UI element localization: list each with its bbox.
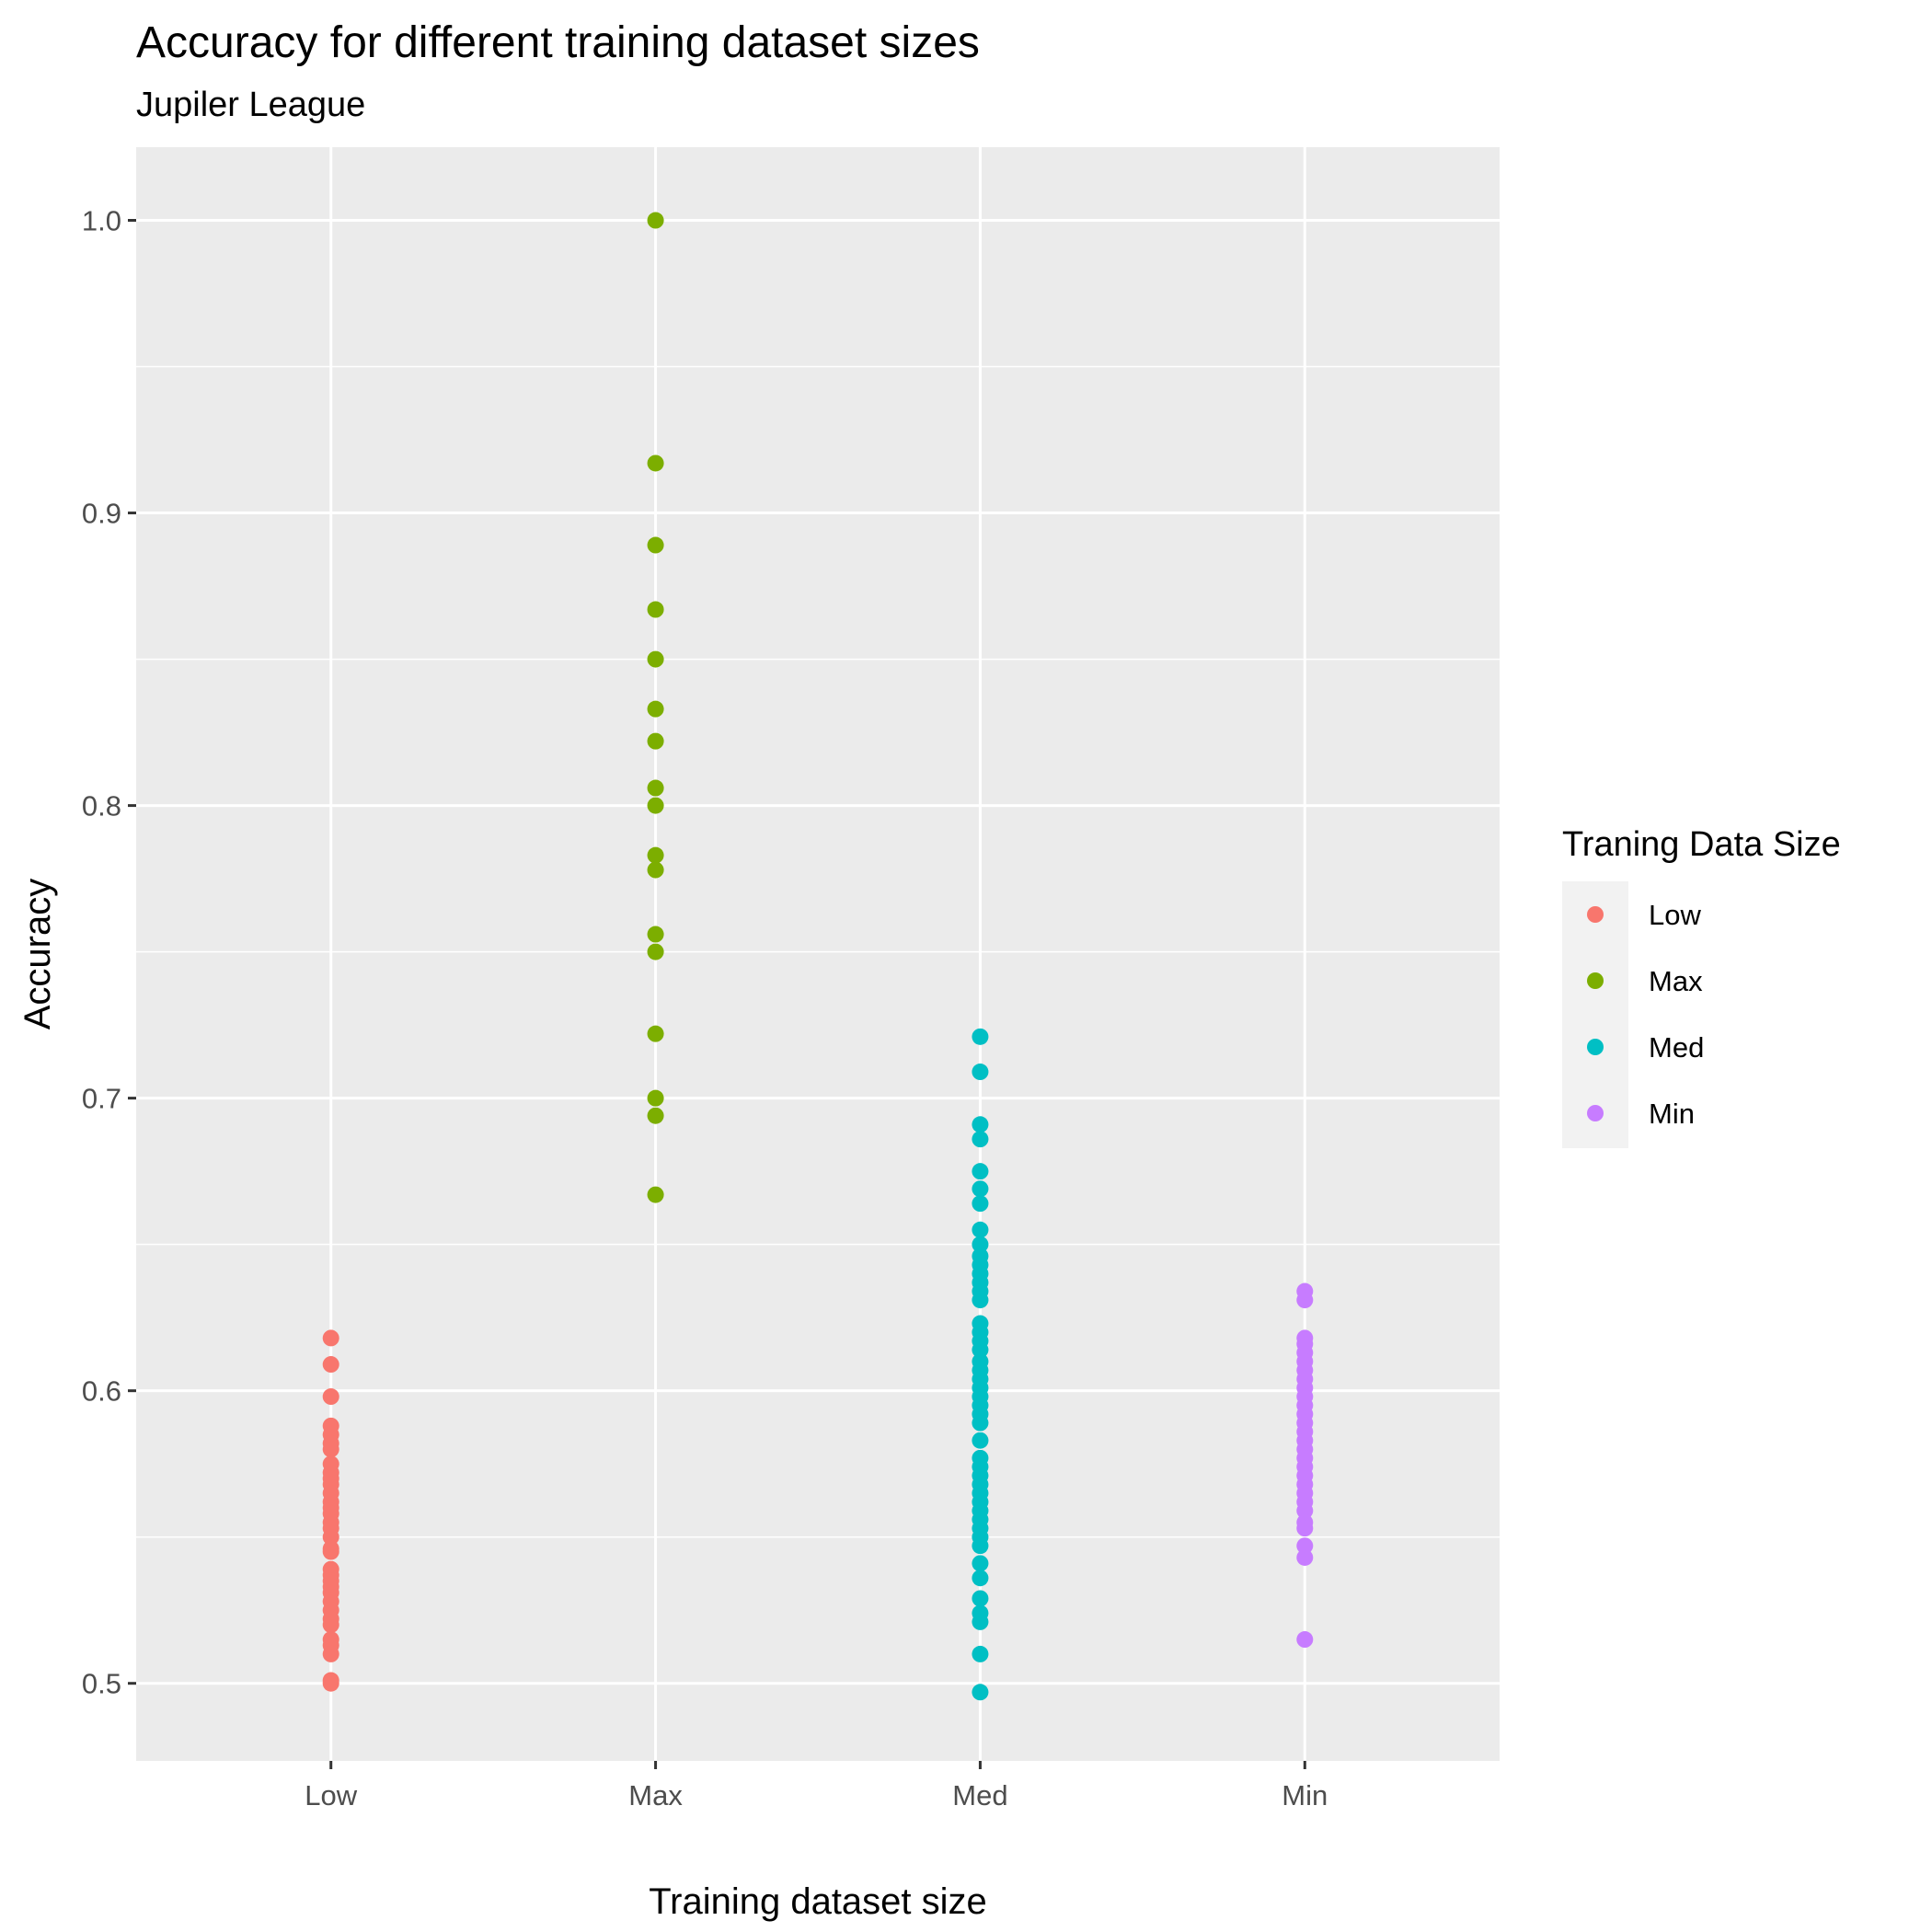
data-point-med [972, 1163, 989, 1180]
data-point-max [647, 732, 664, 750]
data-point-low [322, 1528, 339, 1546]
legend-key-min [1587, 1105, 1604, 1121]
data-point-max [647, 700, 664, 718]
chart-title: Accuracy for different training dataset … [136, 18, 980, 67]
y-tick-label: 0.9 [82, 498, 121, 530]
data-point-low [322, 1645, 339, 1662]
data-point-med [972, 1613, 989, 1630]
legend-title: Traning Data Size [1562, 825, 1841, 864]
y-tick-label: 1.0 [82, 205, 121, 237]
data-point-low [322, 1388, 339, 1406]
data-point-med [972, 1684, 989, 1701]
legend: Traning Data Size Low Max Med Min [1562, 825, 1841, 1148]
plot-panel [136, 147, 1500, 1761]
data-point-med [972, 1432, 989, 1449]
y-tick-label: 0.5 [82, 1668, 121, 1700]
y-tick-label: 0.8 [82, 790, 121, 822]
data-point-max [647, 601, 664, 618]
data-point-med [972, 1590, 989, 1607]
data-point-min [1296, 1292, 1314, 1309]
data-point-max [647, 846, 664, 864]
y-tick-label: 0.7 [82, 1083, 121, 1115]
data-point-med [972, 1116, 989, 1133]
y-axis: 0.5 0.6 0.7 0.8 0.9 1.0 [82, 205, 136, 1700]
legend-key-background [1562, 881, 1628, 1148]
data-point-med [972, 1414, 989, 1432]
data-point-med [972, 1064, 989, 1081]
x-axis-title: Training dataset size [649, 1881, 987, 1922]
legend-label-med: Med [1649, 1031, 1704, 1064]
data-point-med [972, 1537, 989, 1555]
data-point-low [322, 1674, 339, 1692]
data-point-max [647, 797, 664, 814]
data-point-min [1296, 1537, 1314, 1555]
data-point-low [322, 1543, 339, 1560]
data-point-max [647, 943, 664, 960]
data-points [322, 212, 1314, 1701]
data-point-max [647, 454, 664, 472]
legend-label-max: Max [1649, 965, 1703, 997]
data-point-med [972, 1570, 989, 1587]
y-axis-title: Accuracy [17, 879, 58, 1030]
x-tick-label: Med [952, 1779, 1007, 1811]
data-point-med [972, 1645, 989, 1662]
data-point-med [972, 1131, 989, 1148]
data-point-max [647, 779, 664, 797]
legend-label-low: Low [1649, 899, 1701, 931]
x-axis: Low Max Med Min [305, 1761, 1328, 1811]
data-point-low [322, 1329, 339, 1347]
chart-subtitle: Jupiler League [136, 86, 365, 124]
data-point-min [1296, 1520, 1314, 1537]
data-point-med [972, 1236, 989, 1253]
x-tick-label: Low [305, 1779, 357, 1811]
x-tick-label: Max [628, 1779, 683, 1811]
legend-key-low [1587, 906, 1604, 923]
data-point-med [972, 1195, 989, 1213]
data-point-min [1296, 1502, 1314, 1520]
data-point-min [1296, 1548, 1314, 1566]
data-point-max [647, 1107, 664, 1124]
data-point-med [972, 1221, 989, 1238]
data-point-max [647, 650, 664, 668]
legend-key-med [1587, 1039, 1604, 1055]
data-point-max [647, 212, 664, 229]
data-point-med [972, 1341, 989, 1359]
data-point-low [322, 1441, 339, 1458]
legend-key-max [1587, 972, 1604, 989]
grid-minor [136, 365, 1500, 1538]
data-point-low [322, 1616, 339, 1634]
data-point-med [972, 1028, 989, 1045]
data-point-max [647, 1089, 664, 1107]
data-point-max [647, 1186, 664, 1203]
data-point-med [972, 1555, 989, 1572]
data-point-max [647, 1025, 664, 1042]
x-tick-label: Min [1282, 1779, 1328, 1811]
data-point-med [972, 1292, 989, 1309]
data-point-max [647, 926, 664, 943]
data-point-min [1296, 1631, 1314, 1649]
legend-label-min: Min [1649, 1098, 1695, 1130]
data-point-max [647, 536, 664, 554]
data-point-low [322, 1356, 339, 1374]
legend-items: Low Max Med Min [1587, 899, 1704, 1130]
data-point-med [972, 1180, 989, 1198]
y-tick-label: 0.6 [82, 1375, 121, 1408]
data-point-max [647, 861, 664, 879]
